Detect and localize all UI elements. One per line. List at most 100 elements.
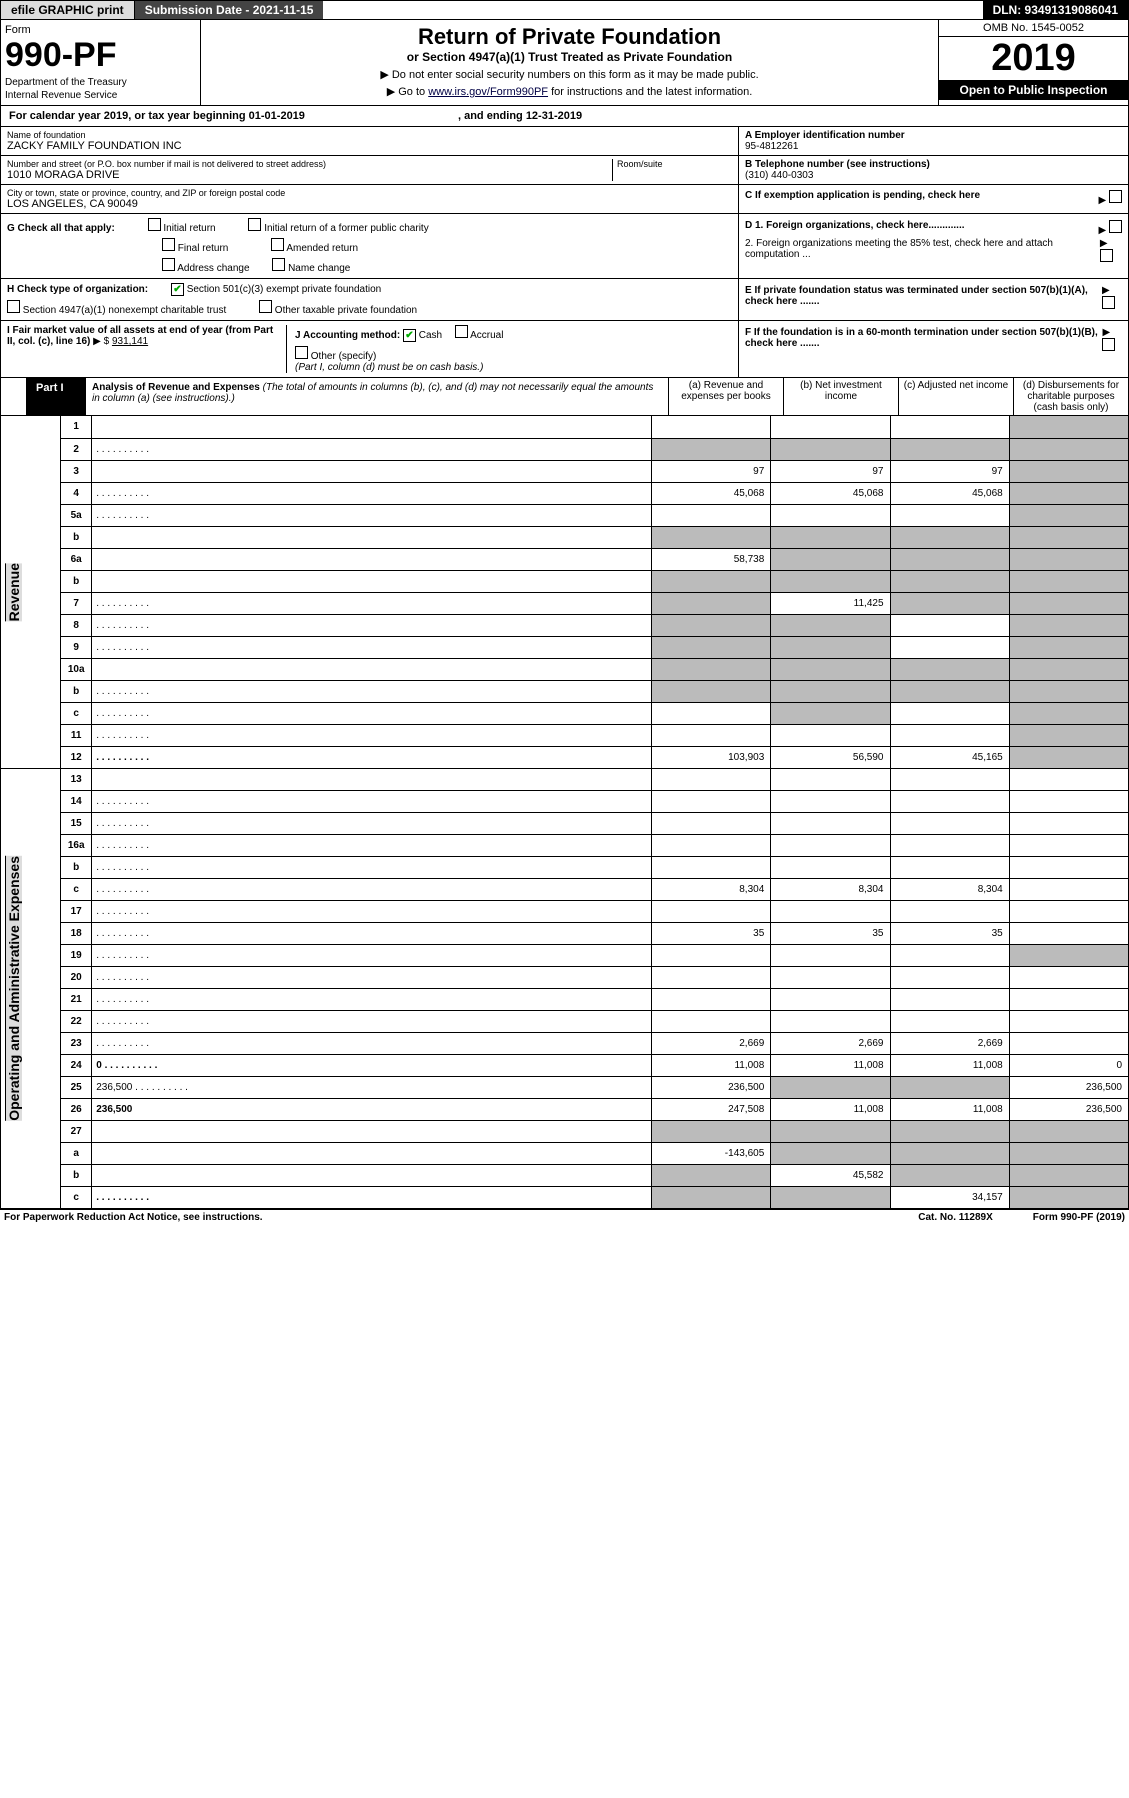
table-row: b <box>1 570 1129 592</box>
e-label: E If private foundation status was termi… <box>745 285 1102 312</box>
cell-b <box>771 900 890 922</box>
efile-btn[interactable]: efile GRAPHIC print <box>1 1 135 19</box>
cb-amended[interactable] <box>271 238 284 251</box>
table-row: 3979797 <box>1 460 1129 482</box>
cell-b <box>771 702 890 724</box>
instr-ssn: Do not enter social security numbers on … <box>205 68 934 81</box>
cell-d <box>1009 592 1128 614</box>
cell-b <box>771 1186 890 1208</box>
cb-4947[interactable] <box>7 300 20 313</box>
tax-year: 2019 <box>939 37 1128 80</box>
cell-c <box>890 900 1009 922</box>
line-no: 22 <box>61 1010 92 1032</box>
table-row: 26236,500247,50811,00811,008236,500 <box>1 1098 1129 1120</box>
table-row: 8 <box>1 614 1129 636</box>
cell-d <box>1009 966 1128 988</box>
cell-d <box>1009 702 1128 724</box>
cell-c <box>890 1142 1009 1164</box>
table-row: b <box>1 680 1129 702</box>
cell-c: 45,068 <box>890 482 1009 504</box>
line-desc <box>92 966 652 988</box>
cell-b <box>771 416 890 438</box>
cb-501c3[interactable]: ✔ <box>171 283 184 296</box>
cb-addr-change[interactable] <box>162 258 175 271</box>
cb-other-taxable[interactable] <box>259 300 272 313</box>
line-desc <box>92 900 652 922</box>
calendar-year: For calendar year 2019, or tax year begi… <box>1 106 1128 126</box>
line-no: 4 <box>61 482 92 504</box>
form990pf-link[interactable]: www.irs.gov/Form990PF <box>428 86 548 98</box>
cell-b <box>771 680 890 702</box>
line-no: 17 <box>61 900 92 922</box>
cell-b <box>771 1010 890 1032</box>
cell-a <box>652 680 771 702</box>
table-row: 23 2,6692,6692,669 <box>1 1032 1129 1054</box>
cell-b <box>771 988 890 1010</box>
d1-checkbox[interactable] <box>1109 220 1122 233</box>
c-checkbox[interactable] <box>1109 190 1122 203</box>
cell-d <box>1009 900 1128 922</box>
cb-cash[interactable]: ✔ <box>403 329 416 342</box>
line-desc <box>92 856 652 878</box>
line-no: 26 <box>61 1098 92 1120</box>
line-desc <box>92 460 652 482</box>
line-desc <box>92 944 652 966</box>
cb-name-change[interactable] <box>272 258 285 271</box>
line-no: 9 <box>61 636 92 658</box>
line-no: 2 <box>61 438 92 460</box>
col-a-hdr: (a) Revenue and expenses per books <box>668 378 783 415</box>
line-no: 19 <box>61 944 92 966</box>
cell-b <box>771 658 890 680</box>
cell-d <box>1009 570 1128 592</box>
cell-c <box>890 812 1009 834</box>
cb-accrual[interactable] <box>455 325 468 338</box>
line-desc <box>92 768 652 790</box>
h-label: H Check type of organization: <box>7 284 148 295</box>
cb-initial[interactable] <box>148 218 161 231</box>
city-label: City or town, state or province, country… <box>7 188 732 198</box>
cell-a <box>652 724 771 746</box>
table-row: 240 11,00811,00811,0080 <box>1 1054 1129 1076</box>
table-row: 10a <box>1 658 1129 680</box>
line-desc <box>92 1032 652 1054</box>
open-inspection: Open to Public Inspection <box>939 80 1128 100</box>
cell-a: 8,304 <box>652 878 771 900</box>
name-label: Name of foundation <box>7 130 732 140</box>
cb-other-method[interactable] <box>295 346 308 359</box>
footer-cat: Cat. No. 11289X <box>918 1212 992 1223</box>
cell-c <box>890 416 1009 438</box>
form-subtitle: or Section 4947(a)(1) Trust Treated as P… <box>205 50 934 64</box>
line-desc <box>92 1164 652 1186</box>
top-bar: efile GRAPHIC print Submission Date - 20… <box>0 0 1129 20</box>
line-no: c <box>61 878 92 900</box>
cb-initial-former[interactable] <box>248 218 261 231</box>
cell-b: 45,582 <box>771 1164 890 1186</box>
line-desc <box>92 570 652 592</box>
cell-b: 56,590 <box>771 746 890 768</box>
f-checkbox[interactable] <box>1102 338 1115 351</box>
instr-goto: Go to www.irs.gov/Form990PF for instruct… <box>205 85 934 98</box>
cell-c: 34,157 <box>890 1186 1009 1208</box>
phone-label: B Telephone number (see instructions) <box>745 159 1122 170</box>
cell-d <box>1009 856 1128 878</box>
form-header: Form 990-PF Department of the Treasury I… <box>0 20 1129 106</box>
d2-checkbox[interactable] <box>1100 249 1113 262</box>
table-row: 16a <box>1 834 1129 856</box>
table-row: 9 <box>1 636 1129 658</box>
e-checkbox[interactable] <box>1102 296 1115 309</box>
line-no: 11 <box>61 724 92 746</box>
line-desc: 236,500 <box>92 1098 652 1120</box>
revenue-label: Revenue <box>5 563 22 621</box>
table-row: Operating and Administrative Expenses13 <box>1 768 1129 790</box>
cb-final[interactable] <box>162 238 175 251</box>
cell-a: 11,008 <box>652 1054 771 1076</box>
cell-d <box>1009 680 1128 702</box>
cell-a: 2,669 <box>652 1032 771 1054</box>
cell-c: 45,165 <box>890 746 1009 768</box>
line-desc <box>92 416 652 438</box>
cell-a <box>652 1010 771 1032</box>
line-desc <box>92 1120 652 1142</box>
line-desc <box>92 834 652 856</box>
cell-d <box>1009 548 1128 570</box>
cell-a: 58,738 <box>652 548 771 570</box>
